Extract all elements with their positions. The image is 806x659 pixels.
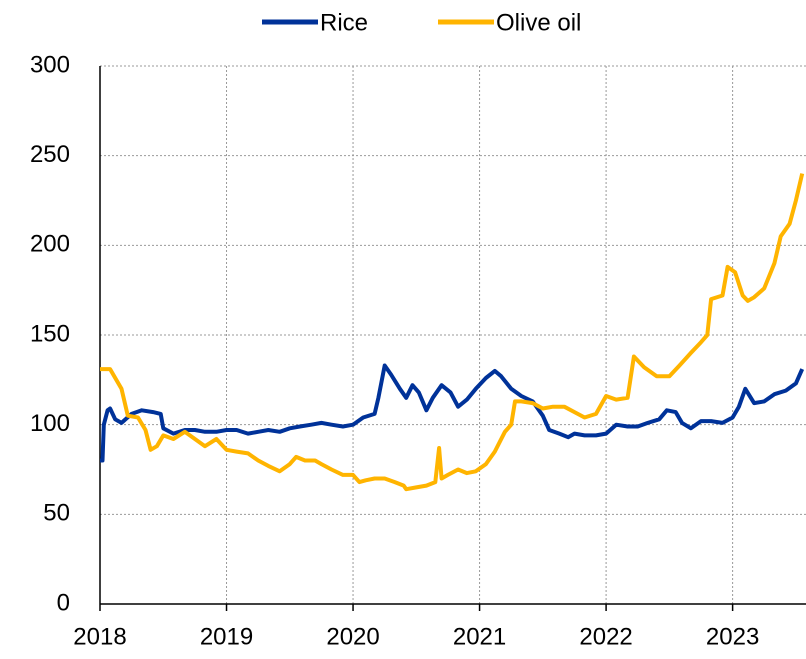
y-tick-label: 300: [30, 51, 70, 78]
x-tick-label: 2023: [706, 623, 759, 650]
x-tick-label: 2020: [326, 623, 379, 650]
line: [100, 363, 805, 463]
y-tick-label: 200: [30, 231, 70, 258]
x-tick-label: 2021: [453, 623, 506, 650]
line: [100, 173, 805, 492]
y-tick-label: 150: [30, 320, 70, 347]
x-tick-label: 2022: [579, 623, 632, 650]
y-tick-label: 250: [30, 141, 70, 168]
legend-label: Rice: [320, 9, 368, 36]
y-tick-label: 0: [57, 589, 70, 616]
y-tick-label: 100: [30, 410, 70, 437]
legend-label: Olive oil: [496, 9, 581, 36]
x-tick-label: 2018: [73, 623, 126, 650]
y-tick-label: 50: [43, 500, 70, 527]
x-tick-label: 2019: [200, 623, 253, 650]
